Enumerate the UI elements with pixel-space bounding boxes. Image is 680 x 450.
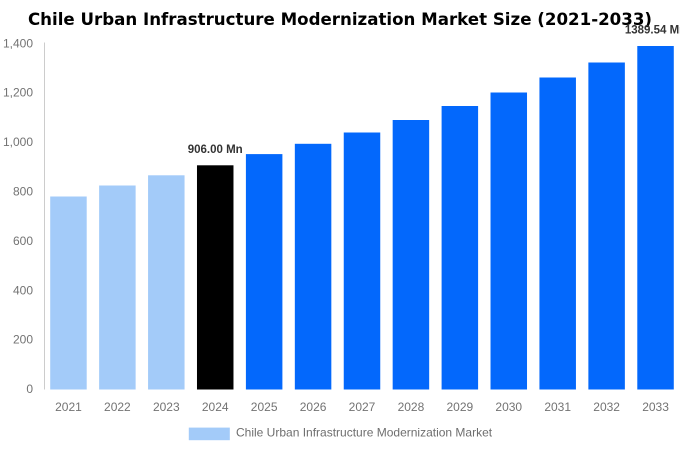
svg-text:2032: 2032 <box>593 400 620 414</box>
svg-text:1,000: 1,000 <box>3 135 33 149</box>
svg-text:800: 800 <box>13 185 33 199</box>
svg-text:2031: 2031 <box>544 400 571 414</box>
svg-text:2022: 2022 <box>104 400 131 414</box>
svg-text:2028: 2028 <box>398 400 425 414</box>
svg-text:400: 400 <box>13 283 33 297</box>
svg-text:2026: 2026 <box>300 400 327 414</box>
svg-text:2021: 2021 <box>55 400 82 414</box>
svg-text:600: 600 <box>13 234 33 248</box>
svg-text:1,200: 1,200 <box>3 86 33 100</box>
svg-text:2029: 2029 <box>446 400 473 414</box>
svg-text:2023: 2023 <box>153 400 180 414</box>
svg-text:0: 0 <box>26 382 33 396</box>
svg-text:1389.54 Mn: 1389.54 Mn <box>625 24 680 36</box>
svg-text:2033: 2033 <box>642 400 669 414</box>
svg-text:2025: 2025 <box>251 400 278 414</box>
svg-text:906.00 Mn: 906.00 Mn <box>188 144 243 156</box>
svg-text:Chile Urban Infrastructure Mod: Chile Urban Infrastructure Modernization… <box>28 10 652 29</box>
svg-text:2030: 2030 <box>495 400 522 414</box>
svg-text:200: 200 <box>13 333 33 347</box>
svg-text:2027: 2027 <box>349 400 376 414</box>
svg-text:2024: 2024 <box>202 400 229 414</box>
svg-text:1,400: 1,400 <box>3 36 33 50</box>
svg-text:Chile Urban Infrastructure Mod: Chile Urban Infrastructure Modernization… <box>236 426 493 440</box>
